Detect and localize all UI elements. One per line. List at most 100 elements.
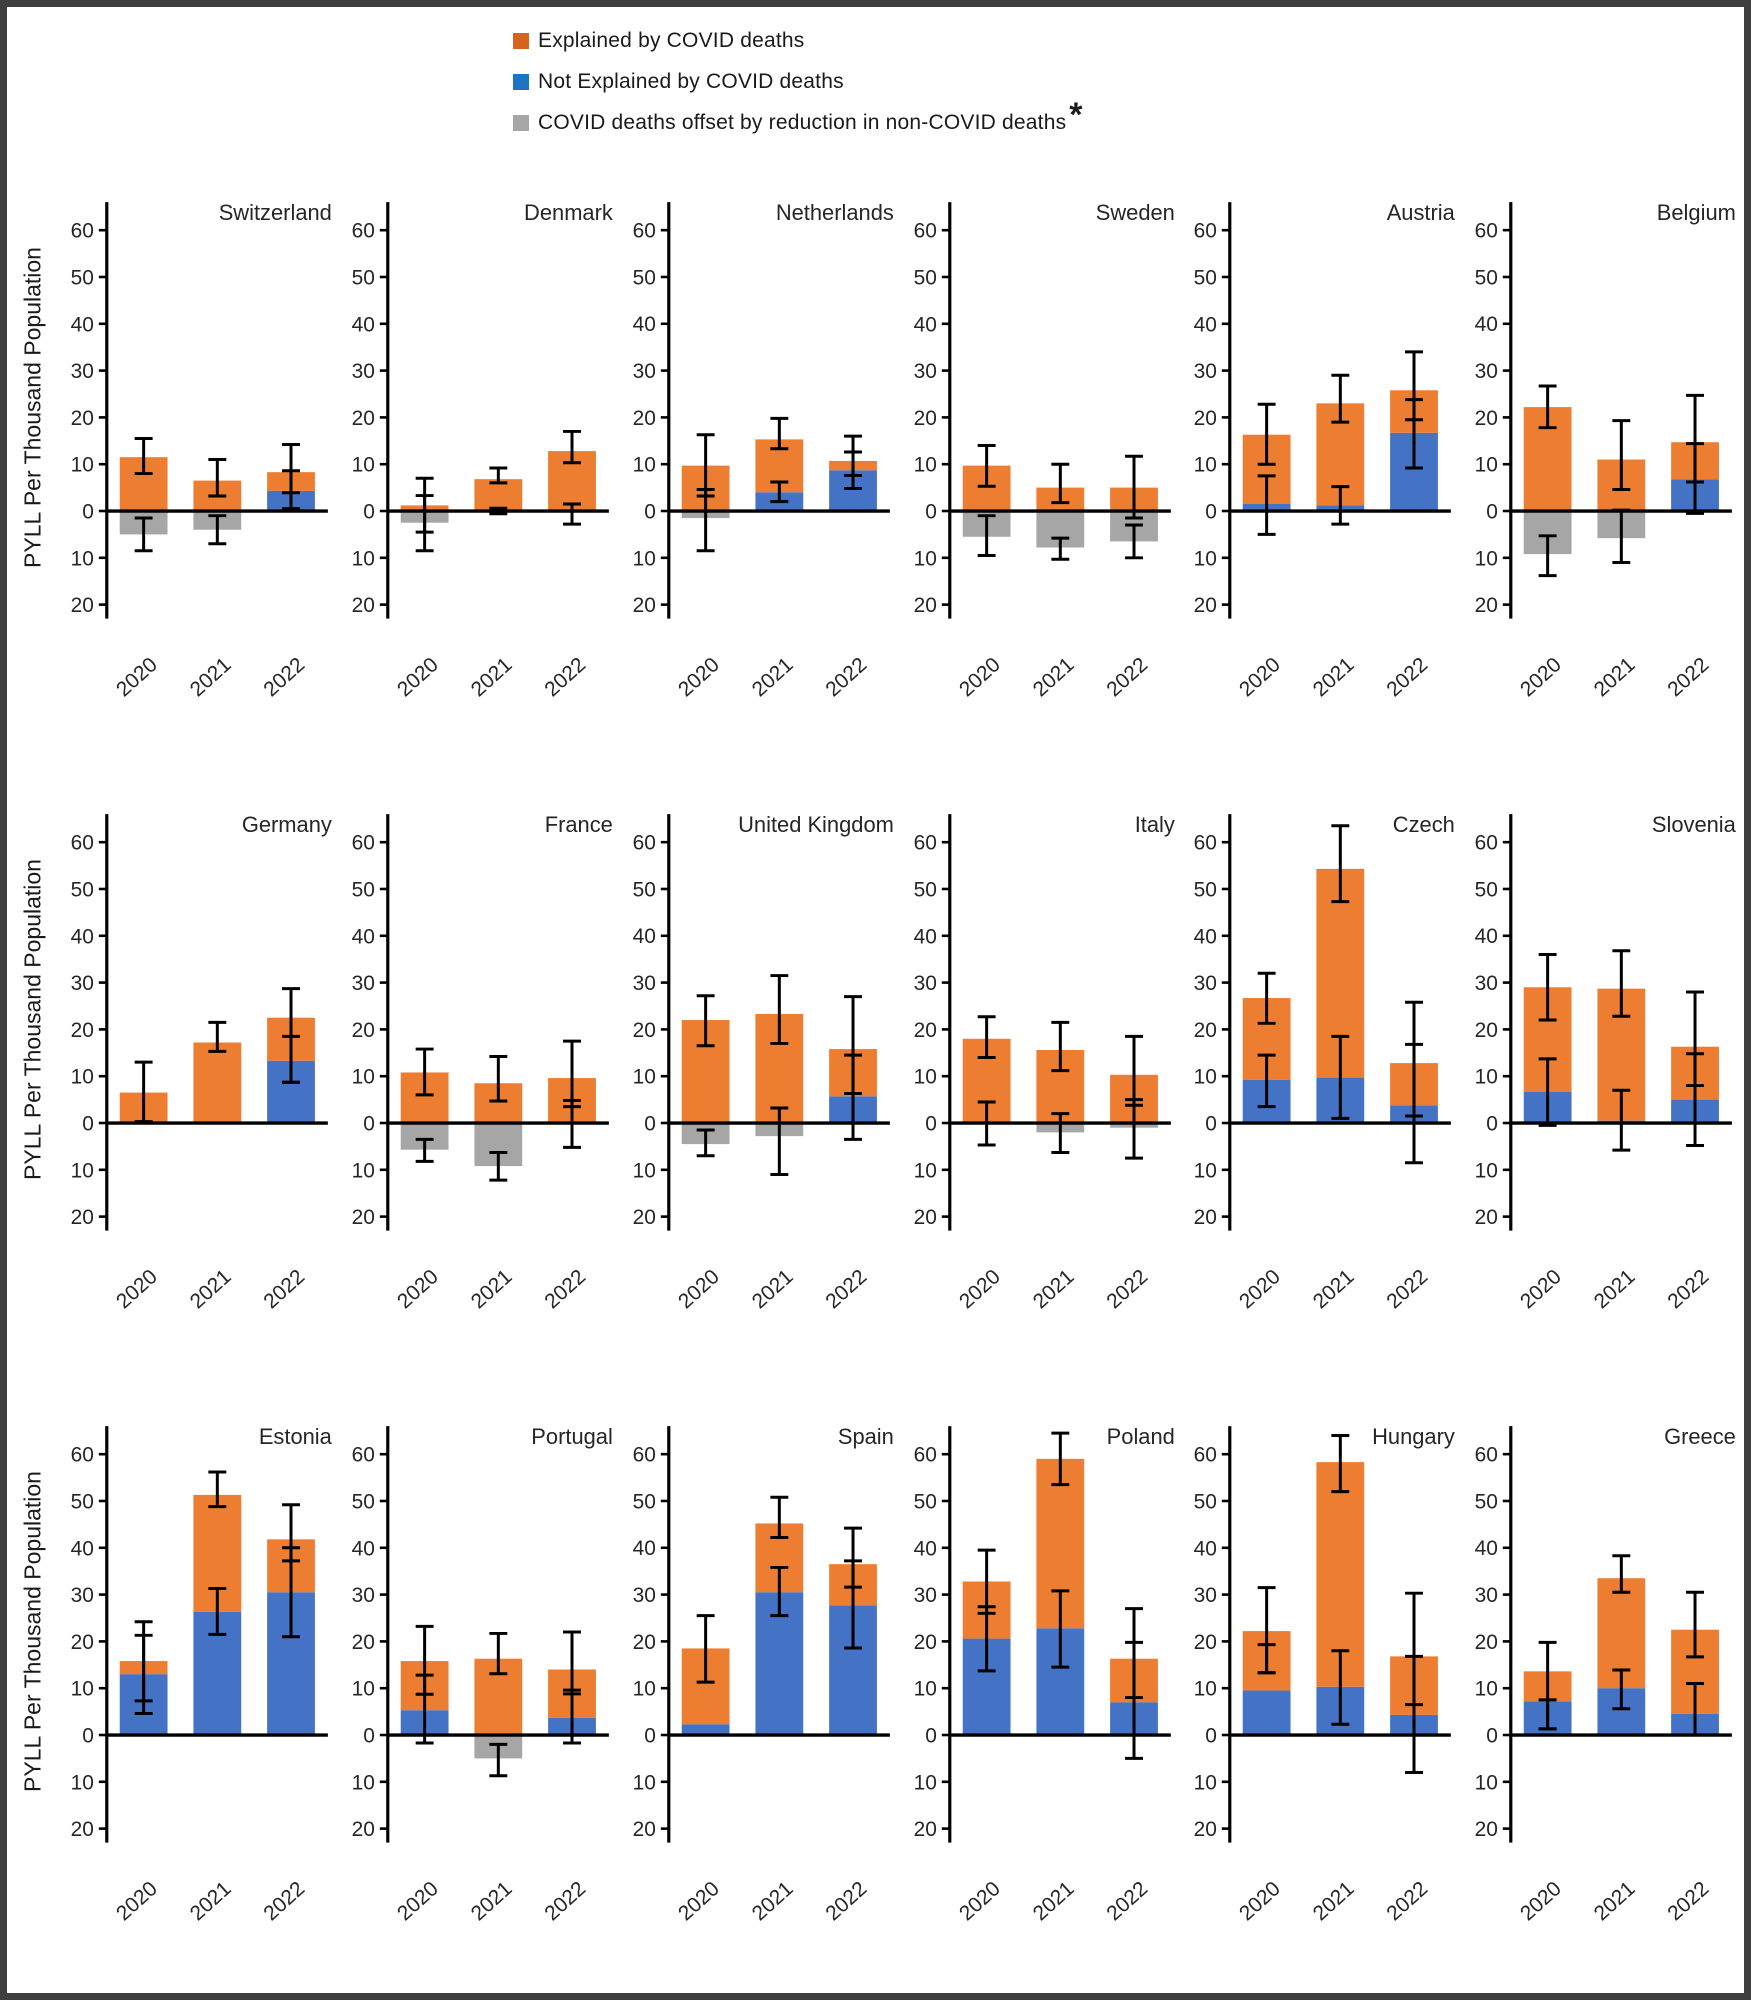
- y-tick-label: 0: [82, 1112, 94, 1135]
- y-tick-label: 40: [71, 925, 94, 948]
- y-tick-label: 60: [1475, 220, 1498, 243]
- y-tick-label: 50: [1475, 266, 1498, 289]
- x-tick-label: 2020: [1235, 653, 1285, 701]
- x-tick-label: 2021: [1028, 1877, 1078, 1925]
- x-tick-label: 2021: [1028, 1265, 1078, 1313]
- panel-title: Switzerland: [219, 200, 332, 225]
- legend: Explained by COVID deaths Not Explained …: [513, 29, 1083, 152]
- error-bar: [1612, 1668, 1631, 1711]
- error-bar: [1538, 384, 1557, 430]
- y-tick-label: 10: [351, 1771, 374, 1794]
- panel-title: France: [545, 812, 613, 837]
- error-bar: [489, 1742, 508, 1778]
- x-tick-label: 2021: [186, 1265, 236, 1313]
- y-axis-title-column: PYLL Per Thousand Population: [11, 1383, 55, 1995]
- y-tick-label: 20: [71, 1206, 94, 1229]
- x-tick-label: 2021: [747, 653, 797, 701]
- error-bar: [1050, 536, 1069, 561]
- y-tick-label: 10: [632, 547, 655, 570]
- y-axis-title: PYLL Per Thousand Population: [19, 1471, 46, 1792]
- bar-non-covid: [1243, 1690, 1291, 1736]
- y-tick-label: 10: [1475, 1159, 1498, 1182]
- legend-label-non-covid: Not Explained by COVID deaths: [538, 70, 844, 93]
- x-tick-label: 2022: [540, 1877, 590, 1925]
- y-tick-label: 20: [1475, 1631, 1498, 1654]
- y-tick-label: 30: [1194, 360, 1217, 383]
- y-tick-label: 0: [644, 500, 656, 523]
- y-tick-label: 40: [913, 1537, 936, 1560]
- error-bar: [1257, 402, 1276, 466]
- error-bar: [1124, 454, 1143, 520]
- x-tick-label: 2020: [1516, 1265, 1566, 1313]
- error-bar: [1538, 1057, 1557, 1127]
- y-tick-label: 50: [71, 266, 94, 289]
- y-tick-label: 30: [1475, 1584, 1498, 1607]
- y-tick-label: 30: [632, 360, 655, 383]
- y-tick-label: 50: [351, 266, 374, 289]
- x-tick-label: 2020: [1235, 1265, 1285, 1313]
- error-bar: [1331, 1034, 1350, 1120]
- error-bar: [134, 436, 153, 476]
- x-tick-label: 2022: [1383, 1877, 1433, 1925]
- y-tick-label: 50: [913, 1490, 936, 1513]
- y-tick-label: 10: [632, 1678, 655, 1701]
- panel-title: Portugal: [531, 1424, 613, 1449]
- error-bar: [1538, 953, 1557, 1022]
- error-bar: [489, 1151, 508, 1182]
- error-bar: [415, 494, 434, 553]
- error-bar: [134, 1633, 153, 1703]
- error-bar: [1686, 1052, 1705, 1147]
- x-tick-label: 2021: [1309, 1265, 1359, 1313]
- y-tick-label: 40: [71, 1537, 94, 1560]
- y-tick-label: 20: [71, 407, 94, 430]
- y-tick-label: 0: [363, 1112, 375, 1135]
- y-tick-label: 40: [351, 313, 374, 336]
- error-bar: [208, 514, 227, 546]
- panel-row: PYLL Per Thousand Population 60 50 40 30 20 10…: [11, 159, 1740, 771]
- panel-title: Sweden: [1095, 200, 1174, 225]
- panel-title: Italy: [1134, 812, 1174, 837]
- error-bar: [843, 1053, 862, 1096]
- panel-title: Slovenia: [1652, 812, 1737, 837]
- y-tick-label: 20: [632, 407, 655, 430]
- x-tick-label: 2020: [393, 1265, 443, 1313]
- y-tick-label: 30: [913, 972, 936, 995]
- legend-swatch-covid-icon: [513, 33, 529, 49]
- y-tick-label: 20: [1475, 1206, 1498, 1229]
- error-bar: [1050, 1589, 1069, 1669]
- y-tick-label: 20: [632, 594, 655, 617]
- x-tick-label: 2021: [747, 1877, 797, 1925]
- y-tick-label: 20: [71, 1631, 94, 1654]
- error-bar: [1538, 534, 1557, 578]
- y-tick-label: 10: [351, 1066, 374, 1089]
- y-tick-label: 40: [71, 313, 94, 336]
- y-tick-label: 50: [1475, 878, 1498, 901]
- error-bar: [977, 443, 996, 488]
- y-axis-title: PYLL Per Thousand Population: [19, 859, 46, 1180]
- error-bar: [977, 1015, 996, 1059]
- y-tick-label: 60: [913, 220, 936, 243]
- y-tick-label: 60: [1475, 1444, 1498, 1467]
- y-tick-label: 10: [632, 1771, 655, 1794]
- error-bar: [282, 1034, 300, 1084]
- error-bar: [1331, 1649, 1350, 1726]
- y-tick-label: 30: [1475, 360, 1498, 383]
- y-tick-label: 10: [351, 454, 374, 477]
- error-bar: [1405, 1042, 1424, 1118]
- y-tick-label: 10: [71, 454, 94, 477]
- y-tick-label: 50: [913, 266, 936, 289]
- y-tick-label: 20: [1194, 1019, 1217, 1042]
- legend-item-offset: COVID deaths offset by reduction in non-…: [513, 98, 1083, 135]
- error-bar: [282, 1546, 300, 1639]
- y-axis-title-column: PYLL Per Thousand Population: [11, 159, 55, 771]
- y-tick-label: 50: [1194, 1490, 1217, 1513]
- x-tick-label: 2020: [112, 653, 162, 701]
- x-tick-label: 2020: [112, 1265, 162, 1313]
- error-bar: [1050, 462, 1069, 505]
- x-tick-label: 2020: [954, 653, 1004, 701]
- legend-swatch-non-covid-icon: [513, 74, 529, 90]
- x-tick-label: 2020: [393, 653, 443, 701]
- y-tick-label: 20: [1194, 1206, 1217, 1229]
